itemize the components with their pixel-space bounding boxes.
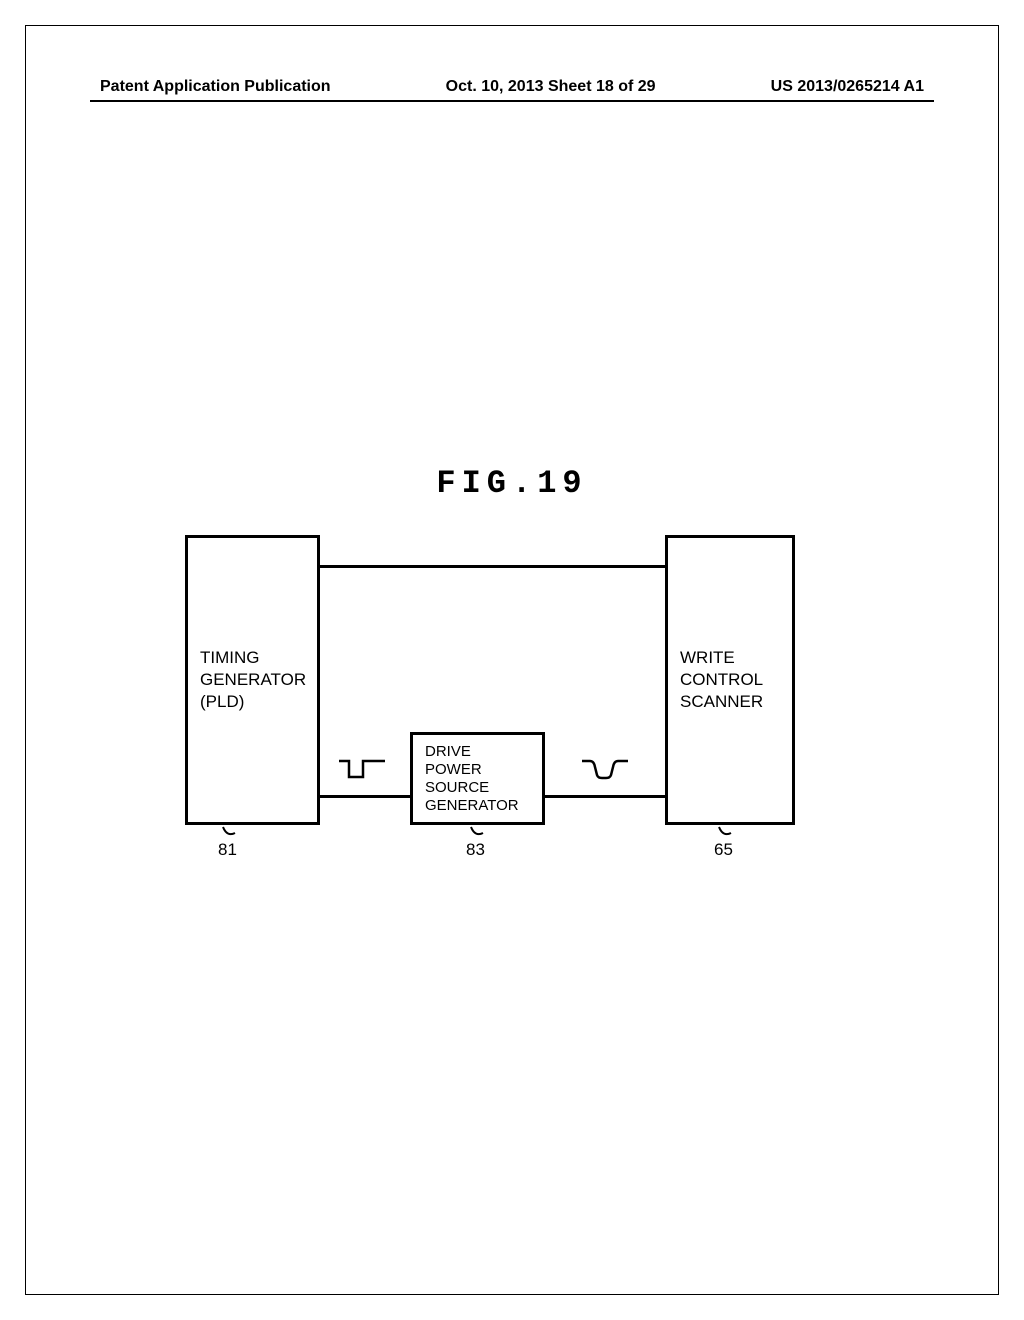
ref-hook-65 (715, 825, 735, 841)
header-divider (90, 100, 934, 102)
ref-number-81: 81 (215, 840, 240, 860)
timing-generator-label: TIMING GENERATOR (PLD) (200, 647, 306, 713)
header-right: US 2013/0265214 A1 (771, 78, 924, 96)
ref-number-83: 83 (463, 840, 488, 860)
drive-power-block: DRIVE POWER SOURCE GENERATOR (410, 732, 545, 825)
ref-hook-81 (219, 825, 239, 841)
connection-left-bottom (315, 795, 415, 798)
connection-top (315, 565, 670, 568)
header-center: Oct. 10, 2013 Sheet 18 of 29 (446, 78, 656, 96)
timing-generator-block: TIMING GENERATOR (PLD) (185, 535, 320, 825)
figure-title: FIG.19 (436, 465, 587, 502)
pulse-curved-icon (580, 753, 630, 783)
header-left: Patent Application Publication (100, 78, 331, 96)
drive-power-label: DRIVE POWER SOURCE GENERATOR (425, 743, 530, 815)
ref-number-65: 65 (711, 840, 736, 860)
ref-hook-83 (467, 825, 487, 841)
write-control-block: WRITE CONTROL SCANNER (665, 535, 795, 825)
connection-right-bottom (540, 795, 670, 798)
page-header: Patent Application Publication Oct. 10, … (0, 78, 1024, 96)
block-diagram: TIMING GENERATOR (PLD) DRIVE POWER SOURC… (185, 535, 795, 865)
write-control-label: WRITE CONTROL SCANNER (680, 647, 763, 713)
pulse-square-icon (337, 753, 387, 783)
